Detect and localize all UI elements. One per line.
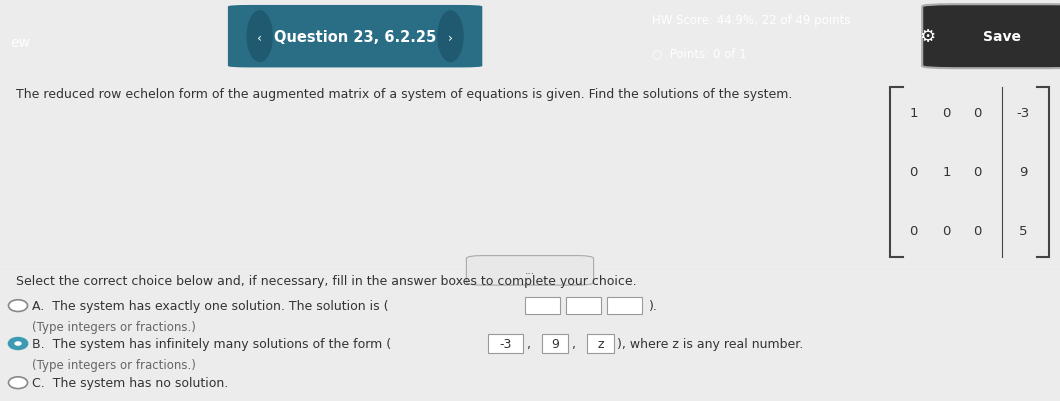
Text: ⚙: ⚙ bbox=[919, 28, 936, 46]
Text: -3: -3 bbox=[1017, 107, 1029, 120]
FancyBboxPatch shape bbox=[607, 298, 642, 314]
Text: A.  The system has exactly one solution. The solution is (: A. The system has exactly one solution. … bbox=[32, 300, 388, 312]
Text: ...: ... bbox=[525, 266, 535, 275]
Text: HW Score: 44.9%, 22 of 49 points: HW Score: 44.9%, 22 of 49 points bbox=[652, 14, 850, 27]
Text: Save: Save bbox=[983, 30, 1021, 44]
Ellipse shape bbox=[8, 338, 28, 350]
FancyBboxPatch shape bbox=[228, 6, 482, 68]
Text: The reduced row echelon form of the augmented matrix of a system of equations is: The reduced row echelon form of the augm… bbox=[16, 88, 792, 101]
Text: ‹: ‹ bbox=[258, 32, 262, 45]
Text: (Type integers or fractions.): (Type integers or fractions.) bbox=[32, 320, 196, 333]
Text: ew: ew bbox=[11, 36, 31, 50]
Text: 0: 0 bbox=[942, 225, 951, 238]
Ellipse shape bbox=[246, 11, 273, 63]
Text: ›: › bbox=[448, 32, 453, 45]
Text: ,: , bbox=[527, 337, 531, 350]
FancyBboxPatch shape bbox=[466, 256, 594, 286]
Text: 9: 9 bbox=[551, 337, 559, 350]
Text: 0: 0 bbox=[973, 225, 982, 238]
Text: 0: 0 bbox=[973, 166, 982, 179]
Ellipse shape bbox=[437, 11, 464, 63]
Text: 5: 5 bbox=[1019, 225, 1027, 238]
Text: Select the correct choice below and, if necessary, fill in the answer boxes to c: Select the correct choice below and, if … bbox=[16, 275, 636, 288]
Ellipse shape bbox=[8, 377, 28, 389]
Text: ), where z is any real number.: ), where z is any real number. bbox=[617, 337, 803, 350]
FancyBboxPatch shape bbox=[566, 298, 601, 314]
Text: 1: 1 bbox=[942, 166, 951, 179]
FancyBboxPatch shape bbox=[922, 5, 1060, 69]
Text: 0: 0 bbox=[909, 225, 918, 238]
Text: B.  The system has infinitely many solutions of the form (: B. The system has infinitely many soluti… bbox=[32, 337, 391, 350]
Text: 0: 0 bbox=[909, 166, 918, 179]
Text: z: z bbox=[597, 337, 604, 350]
Text: (Type integers or fractions.): (Type integers or fractions.) bbox=[32, 358, 196, 371]
Text: 1: 1 bbox=[909, 107, 918, 120]
Text: 0: 0 bbox=[973, 107, 982, 120]
Text: 9: 9 bbox=[1019, 166, 1027, 179]
Text: ○  Points: 0 of 1: ○ Points: 0 of 1 bbox=[652, 47, 746, 60]
FancyBboxPatch shape bbox=[525, 298, 560, 314]
Text: ,: , bbox=[572, 337, 577, 350]
Text: ).: ). bbox=[649, 300, 657, 312]
FancyBboxPatch shape bbox=[587, 334, 614, 353]
FancyBboxPatch shape bbox=[542, 334, 568, 353]
Text: -3: -3 bbox=[499, 337, 511, 350]
Text: Question 23, 6.2.25: Question 23, 6.2.25 bbox=[273, 30, 437, 45]
Ellipse shape bbox=[14, 341, 21, 346]
Text: C.  The system has no solution.: C. The system has no solution. bbox=[32, 376, 228, 389]
Text: 0: 0 bbox=[942, 107, 951, 120]
Ellipse shape bbox=[8, 300, 28, 312]
FancyBboxPatch shape bbox=[488, 334, 523, 353]
